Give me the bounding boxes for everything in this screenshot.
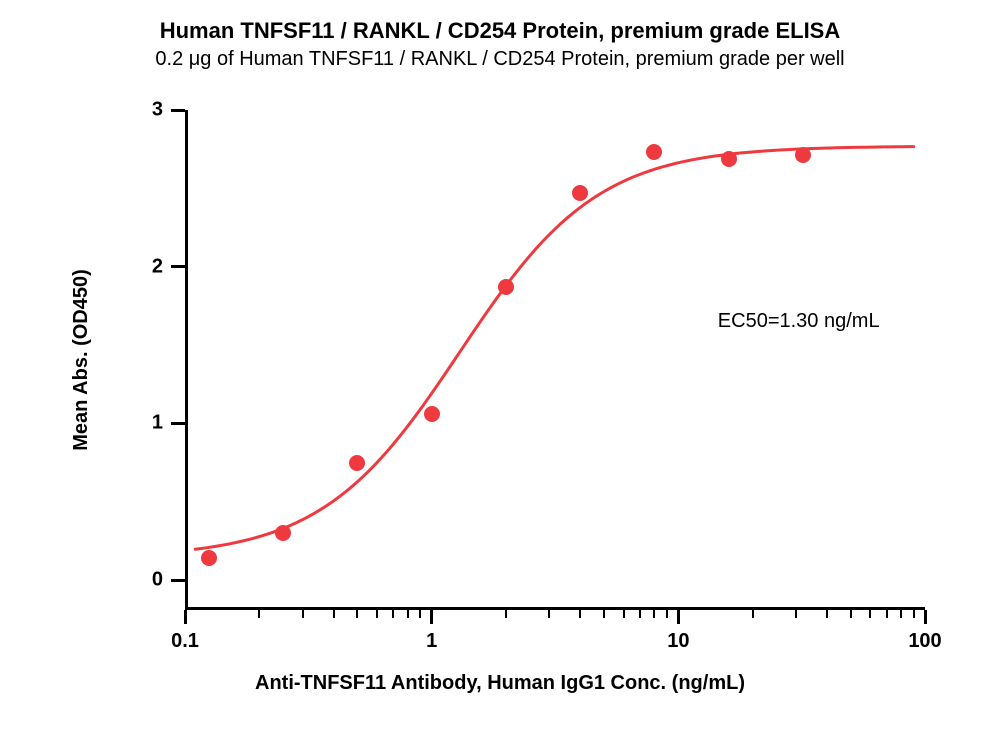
x-minor-tick	[302, 610, 304, 618]
y-major-tick	[171, 109, 185, 112]
x-minor-tick	[376, 610, 378, 618]
x-minor-tick	[795, 610, 797, 618]
data-point	[572, 185, 588, 201]
x-axis-label: Anti-TNFSF11 Antibody, Human IgG1 Conc. …	[0, 672, 1000, 695]
data-point	[795, 147, 811, 163]
ec50-annotation: EC50=1.30 ng/mL	[718, 310, 880, 333]
x-minor-tick	[913, 610, 915, 618]
x-tick-label: 1	[426, 630, 437, 653]
x-major-tick	[430, 610, 433, 624]
x-minor-tick	[258, 610, 260, 618]
y-tick-label: 1	[123, 412, 163, 435]
data-point	[424, 406, 440, 422]
x-minor-tick	[752, 610, 754, 618]
x-minor-tick	[826, 610, 828, 618]
y-tick-label: 3	[123, 99, 163, 122]
x-minor-tick	[666, 610, 668, 618]
x-minor-tick	[639, 610, 641, 618]
data-point	[275, 525, 291, 541]
data-point	[721, 151, 737, 167]
x-minor-tick	[548, 610, 550, 618]
x-minor-tick	[623, 610, 625, 618]
x-minor-tick	[392, 610, 394, 618]
y-tick-label: 0	[123, 569, 163, 592]
x-major-tick	[184, 610, 187, 624]
x-major-tick	[924, 610, 927, 624]
chart-subtitle: 0.2 μg of Human TNFSF11 / RANKL / CD254 …	[0, 48, 1000, 71]
x-minor-tick	[407, 610, 409, 618]
x-minor-tick	[505, 610, 507, 618]
data-point	[498, 279, 514, 295]
x-tick-label: 10	[667, 630, 689, 653]
data-point	[646, 144, 662, 160]
x-minor-tick	[333, 610, 335, 618]
chart-canvas: Human TNFSF11 / RANKL / CD254 Protein, p…	[0, 0, 1000, 754]
x-tick-label: 100	[908, 630, 941, 653]
data-point	[201, 550, 217, 566]
x-major-tick	[677, 610, 680, 624]
y-axis	[185, 110, 188, 610]
y-major-tick	[171, 265, 185, 268]
data-point	[349, 455, 365, 471]
y-major-tick	[171, 422, 185, 425]
y-axis-label: Mean Abs. (OD450)	[70, 269, 93, 451]
x-minor-tick	[886, 610, 888, 618]
x-minor-tick	[900, 610, 902, 618]
x-minor-tick	[653, 610, 655, 618]
x-minor-tick	[603, 610, 605, 618]
y-major-tick	[171, 579, 185, 582]
x-axis	[185, 607, 925, 610]
plot-area: 0.11101000123	[185, 110, 925, 610]
x-minor-tick	[356, 610, 358, 618]
x-minor-tick	[419, 610, 421, 618]
fit-curve	[185, 110, 925, 610]
y-tick-label: 2	[123, 255, 163, 278]
x-tick-label: 0.1	[171, 630, 199, 653]
x-minor-tick	[579, 610, 581, 618]
x-minor-tick	[850, 610, 852, 618]
x-minor-tick	[869, 610, 871, 618]
chart-title: Human TNFSF11 / RANKL / CD254 Protein, p…	[0, 18, 1000, 44]
fit-curve-path	[195, 147, 914, 550]
